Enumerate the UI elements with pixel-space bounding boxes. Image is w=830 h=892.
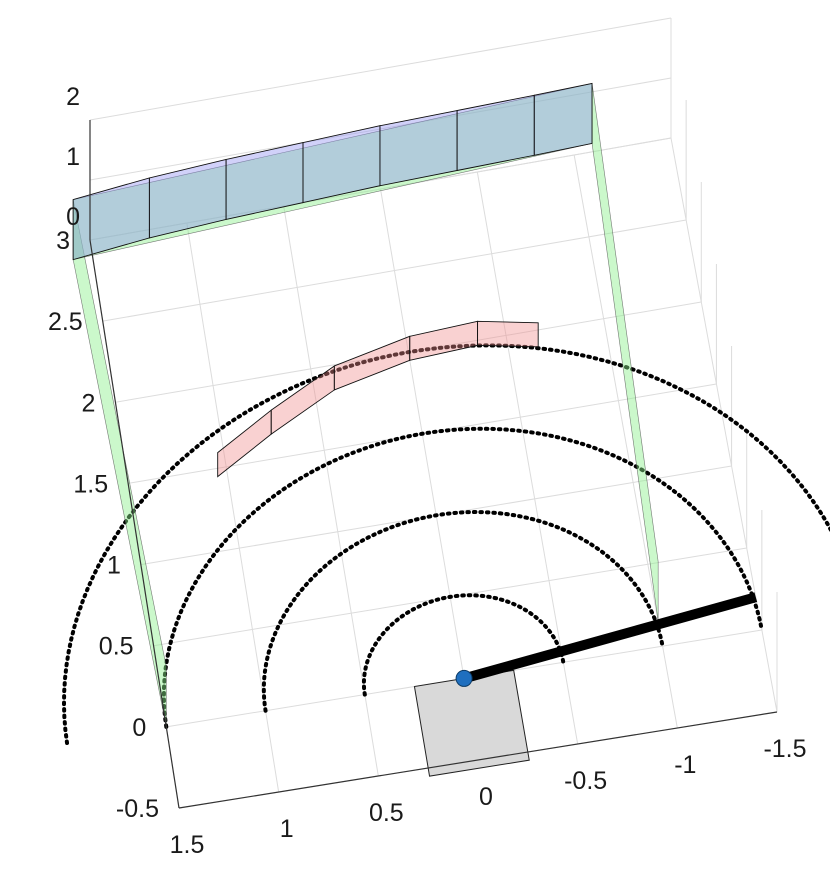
boundary-plane bbox=[591, 83, 659, 622]
y-tick-label: 0 bbox=[132, 714, 146, 742]
reach-circle bbox=[361, 593, 566, 697]
reach-circles bbox=[61, 343, 830, 745]
y-tick-label: 2 bbox=[82, 389, 96, 417]
inner-wall-panels bbox=[217, 320, 539, 478]
grid-line-x bbox=[283, 205, 379, 777]
z-tick-label: 2 bbox=[66, 83, 80, 111]
y-tick-label: 1 bbox=[107, 552, 121, 580]
inner-wall-panel bbox=[409, 320, 479, 361]
inner-wall-panel bbox=[333, 335, 411, 391]
reach-circle bbox=[161, 426, 764, 729]
grid-line-z bbox=[89, 77, 672, 181]
grid-line-y bbox=[102, 219, 687, 322]
grid-line-z bbox=[89, 137, 672, 241]
grid-line-x bbox=[573, 154, 678, 729]
table-top bbox=[413, 669, 530, 777]
robot-base-marker bbox=[455, 669, 473, 687]
table-surface bbox=[413, 669, 530, 777]
x-tick-label: -1.5 bbox=[763, 735, 806, 763]
y-axis-line bbox=[89, 239, 180, 809]
z-tick-label: 1 bbox=[66, 143, 80, 171]
outer-wall-panels bbox=[72, 82, 593, 261]
y-tick-label: 0.5 bbox=[99, 633, 134, 661]
x-tick-label: 0.5 bbox=[369, 799, 404, 827]
x-tick-label: -0.5 bbox=[564, 767, 607, 795]
x-axis-line bbox=[178, 711, 778, 809]
inner-wall-panel bbox=[217, 409, 272, 478]
robot-arm bbox=[455, 592, 758, 687]
y-tick-label: 2.5 bbox=[48, 308, 83, 336]
outer-wall-panel bbox=[72, 177, 150, 261]
x-tick-label: 1.5 bbox=[170, 831, 205, 859]
boundary-planes bbox=[72, 83, 659, 727]
grid-line-z bbox=[89, 17, 672, 121]
y-tick-label: -0.5 bbox=[116, 795, 159, 823]
x-tick-label: 1 bbox=[280, 815, 294, 843]
inner-wall-panel bbox=[270, 365, 335, 436]
reach-circle bbox=[261, 510, 665, 713]
grid-line-x bbox=[380, 188, 479, 761]
inner-wall-panel bbox=[477, 320, 539, 348]
y-tick-label: 1.5 bbox=[73, 470, 108, 498]
y-tick-label: 3 bbox=[56, 227, 70, 255]
z-tick-label: 0 bbox=[66, 203, 80, 231]
robot-link bbox=[462, 592, 758, 684]
grid-line-x bbox=[186, 222, 280, 793]
x-tick-label: -1 bbox=[674, 751, 696, 779]
axes bbox=[89, 120, 778, 809]
x-tick-label: 0 bbox=[479, 783, 493, 811]
reach-circle bbox=[61, 343, 830, 745]
outer-wall-panel bbox=[533, 82, 593, 156]
